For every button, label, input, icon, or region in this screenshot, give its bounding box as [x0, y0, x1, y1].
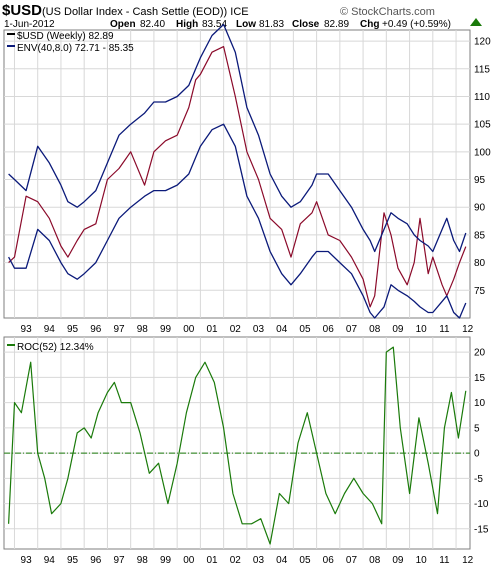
legend-swatch-roc — [7, 344, 15, 346]
series-line-1 — [8, 23, 467, 253]
y-tick-label: 15 — [474, 373, 486, 384]
x-tick-label: 12 — [462, 555, 474, 566]
x-tick-label: 00 — [183, 324, 195, 335]
close-label: Close — [292, 19, 320, 30]
series-line-0 — [8, 45, 467, 308]
chg-value: +0.49 (+0.59%) — [382, 19, 451, 30]
x-tick-label: 05 — [299, 555, 311, 566]
x-tick-label: 96 — [90, 555, 102, 566]
series-line-2 — [8, 123, 467, 319]
legend-usd: $USD (Weekly) 82.89 — [17, 31, 114, 42]
x-tick-label: 01 — [206, 555, 218, 566]
x-tick-label: 06 — [323, 555, 335, 566]
x-tick-label: 11 — [439, 555, 450, 566]
y-tick-label: -10 — [474, 499, 489, 510]
x-tick-label: 08 — [369, 324, 381, 335]
x-tick-label: 94 — [44, 324, 56, 335]
open-label: Open — [110, 19, 136, 30]
high-value: 83.54 — [202, 19, 227, 30]
y-tick-label: -5 — [474, 474, 483, 485]
y-tick-label: 75 — [474, 286, 486, 297]
x-tick-label: 02 — [230, 324, 242, 335]
x-tick-label: 98 — [137, 324, 149, 335]
y-tick-label: 80 — [474, 258, 486, 269]
y-tick-label: 90 — [474, 203, 486, 214]
series-line-0 — [8, 346, 467, 545]
year-axis-middle: 93 94 95 96 97 98 99 00 01 02 03 04 05 06 07 08 09 10 11 12 — [21, 324, 474, 335]
low-label: Low — [236, 19, 256, 30]
x-tick-label: 02 — [230, 555, 242, 566]
x-tick-label: 06 — [323, 324, 335, 335]
x-tick-label: 95 — [67, 555, 79, 566]
x-tick-label: 95 — [67, 324, 79, 335]
y-tick-label: 110 — [474, 92, 490, 103]
x-tick-label: 93 — [21, 555, 33, 566]
roc-panel: -15 -10 -5 0 5 10 15 20 ROC(52) 12.34% — [3, 336, 489, 550]
quote-line: Open 82.40 High 83.54 Low 81.83 Close 82… — [110, 19, 451, 30]
y-tick-label: 100 — [474, 147, 491, 158]
watermark: © StockCharts.com — [340, 6, 435, 18]
price-panel-frame — [3, 29, 471, 319]
x-tick-label: 11 — [439, 324, 450, 335]
roc-legend: ROC(52) 12.34% — [7, 342, 94, 353]
quote-date: 1-Jun-2012 — [4, 19, 55, 30]
legend-swatch-usd — [7, 33, 15, 35]
y-tick-label: -15 — [474, 524, 489, 535]
open-value: 82.40 — [140, 19, 165, 30]
close-value: 82.89 — [324, 19, 349, 30]
x-tick-label: 97 — [113, 324, 125, 335]
x-tick-label: 03 — [253, 555, 265, 566]
symbol-title: $USD — [2, 2, 42, 19]
y-tick-label: 10 — [474, 398, 486, 409]
x-tick-label: 08 — [369, 555, 381, 566]
y-tick-label: 105 — [474, 120, 491, 131]
x-tick-label: 93 — [21, 324, 33, 335]
up-arrow-icon — [470, 18, 482, 26]
x-tick-label: 04 — [276, 555, 288, 566]
roc-panel-frame — [3, 336, 471, 550]
x-tick-label: 10 — [416, 555, 428, 566]
price-legend: $USD (Weekly) 82.89 ENV(40,8.0) 72.71 - … — [7, 31, 134, 54]
x-tick-label: 98 — [137, 555, 149, 566]
x-tick-label: 07 — [346, 324, 358, 335]
x-tick-label: 99 — [160, 324, 172, 335]
x-tick-label: 12 — [462, 324, 474, 335]
y-tick-label: 85 — [474, 230, 486, 241]
x-tick-label: 94 — [44, 555, 56, 566]
y-tick-label: 115 — [474, 64, 490, 75]
legend-swatch-env — [7, 45, 15, 47]
high-label: High — [176, 19, 198, 30]
y-tick-label: 5 — [474, 423, 480, 434]
x-tick-label: 10 — [416, 324, 428, 335]
x-tick-label: 01 — [206, 324, 218, 335]
x-tick-label: 96 — [90, 324, 102, 335]
x-tick-label: 99 — [160, 555, 172, 566]
roc-panel-series — [8, 346, 467, 545]
x-tick-label: 97 — [113, 555, 125, 566]
low-value: 81.83 — [259, 19, 284, 30]
year-axis-bottom: 93 94 95 96 97 98 99 00 01 02 03 04 05 06 07 08 09 10 11 12 — [21, 555, 474, 566]
y-tick-label: 0 — [474, 449, 480, 460]
roc-panel-y-ticks: -15 -10 -5 0 5 10 15 20 — [474, 348, 489, 536]
chg-label: Chg — [360, 19, 379, 30]
price-panel-y-ticks: 75 80 85 90 95 100 105 110 115 120 — [474, 37, 491, 297]
y-tick-label: 20 — [474, 348, 486, 359]
roc-panel-grid — [4, 337, 470, 549]
legend-env: ENV(40,8.0) 72.71 - 85.35 — [17, 43, 134, 54]
x-tick-label: 00 — [183, 555, 195, 566]
x-tick-label: 09 — [392, 555, 404, 566]
x-tick-label: 04 — [276, 324, 288, 335]
symbol-description: (US Dollar Index - Cash Settle (EOD)) IC… — [42, 6, 249, 18]
price-panel: 75 80 85 90 95 100 105 110 115 120 $USD (Weekly) … — [3, 23, 491, 319]
x-tick-label: 09 — [392, 324, 404, 335]
x-tick-label: 05 — [299, 324, 311, 335]
x-tick-label: 03 — [253, 324, 265, 335]
y-tick-label: 95 — [474, 175, 486, 186]
legend-roc: ROC(52) 12.34% — [17, 342, 94, 353]
price-panel-series — [8, 23, 467, 319]
x-tick-label: 07 — [346, 555, 358, 566]
y-tick-label: 120 — [474, 37, 491, 48]
